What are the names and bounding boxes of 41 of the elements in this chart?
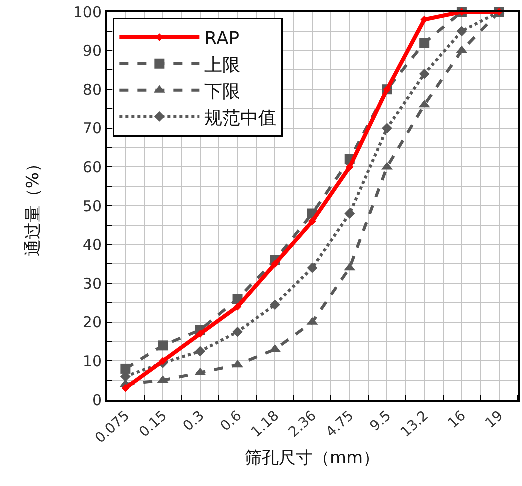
y-tick-label: 20: [82, 314, 102, 332]
point: [419, 68, 430, 80]
point: [122, 384, 130, 392]
point: [308, 218, 316, 226]
legend-label: 规范中值: [204, 108, 277, 129]
y-tick-label: 90: [82, 42, 102, 60]
x-axis-title: 筛孔尺寸（mm）: [244, 448, 380, 469]
y-tick-label: 100: [73, 3, 102, 22]
legend-label: 上限: [204, 54, 241, 76]
point: [271, 260, 280, 268]
y-tick-label: 40: [82, 236, 102, 254]
y-tick-label: 30: [82, 274, 102, 293]
point: [307, 262, 318, 274]
y-axis-title: 通过量（%）: [23, 155, 44, 257]
y-tick-label: 80: [82, 80, 102, 99]
point: [195, 346, 206, 357]
point: [196, 330, 204, 338]
y-tick-label: 70: [82, 120, 102, 138]
point: [159, 357, 167, 366]
y-tick-label: 0: [92, 391, 102, 410]
point: [270, 300, 280, 310]
y-tick-label: 60: [82, 158, 102, 176]
legend-label: 下限: [204, 81, 241, 102]
point: [344, 208, 356, 219]
point: [120, 364, 131, 374]
point: [346, 163, 354, 172]
point: [232, 326, 243, 338]
point: [456, 26, 468, 37]
point: [158, 340, 168, 351]
point: [234, 302, 242, 311]
y-tick-label: 50: [82, 197, 102, 216]
x-tick-label: 16: [445, 408, 470, 432]
point: [420, 16, 428, 24]
x-tick-label: 0.6: [218, 408, 246, 435]
x-tick-label: 0.3: [180, 408, 208, 435]
x-tick-label: 19: [482, 408, 507, 432]
point: [382, 123, 392, 134]
y-tick-label: 10: [82, 352, 102, 370]
legend-label: RAP: [204, 28, 240, 50]
x-tick-label: 9.5: [367, 408, 395, 435]
point: [420, 38, 430, 48]
